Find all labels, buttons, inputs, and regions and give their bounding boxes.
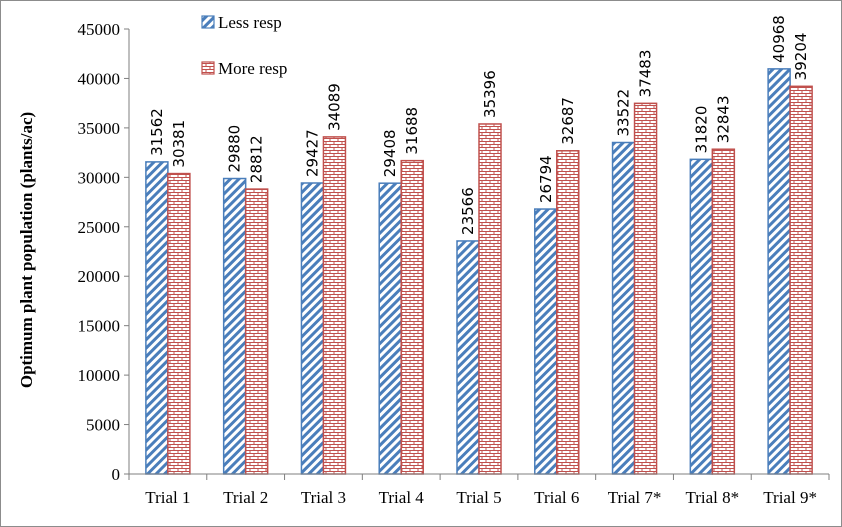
bar-less-resp <box>534 208 558 475</box>
legend-swatch <box>201 61 215 75</box>
bar-less-resp <box>300 182 325 475</box>
x-tick-label: Trial 9* <box>763 488 817 507</box>
bar-more-resp <box>478 123 502 475</box>
x-tick-label: Trial 1 <box>145 488 190 507</box>
y-tick-label: 15000 <box>78 317 121 336</box>
y-tick-label: 20000 <box>78 267 121 286</box>
bar-more-resp <box>322 136 347 475</box>
data-label: 29880 <box>226 125 244 173</box>
x-tick-label: Trial 2 <box>223 488 268 507</box>
bar-more-resp <box>167 172 191 475</box>
x-tick-label: Trial 4 <box>379 488 425 507</box>
bar-less-resp <box>767 68 791 475</box>
data-label: 39204 <box>792 33 810 81</box>
bar-more-resp <box>789 85 813 475</box>
y-tick-label: 10000 <box>78 366 121 385</box>
x-tick-label: Trial 5 <box>456 488 501 507</box>
bar-less-resp <box>611 141 636 475</box>
y-tick-label: 40000 <box>78 69 121 88</box>
bar-less-resp <box>378 182 402 475</box>
data-label: 28812 <box>248 135 266 183</box>
bar-less-resp <box>689 158 714 475</box>
plot-area: 0 5000 10000 15000 20000 25000 30000 35000 40000… <box>78 13 830 507</box>
data-label: 31820 <box>692 106 710 154</box>
bar-less-resp <box>456 240 480 475</box>
y-tick-label: 35000 <box>78 119 121 138</box>
data-label: 37483 <box>637 50 655 98</box>
y-tick-label: 0 <box>112 465 121 484</box>
y-axis-label: Optimum plant population (plants/ac) <box>17 112 36 388</box>
y-tick-label: 5000 <box>86 416 120 435</box>
legend-entry: Less resp <box>218 13 282 32</box>
bar-less-resp <box>222 177 247 475</box>
y-tick-label: 30000 <box>78 168 121 187</box>
data-label: 31688 <box>403 107 421 155</box>
data-label: 29427 <box>303 129 321 177</box>
y-tick-label: 25000 <box>78 218 121 237</box>
y-tick-label: 45000 <box>78 20 121 39</box>
data-label: 32843 <box>714 96 732 144</box>
data-label: 29408 <box>381 129 399 177</box>
x-tick-label: Trial 7* <box>608 488 662 507</box>
data-label: 31562 <box>148 108 166 156</box>
bar-more-resp <box>400 159 424 475</box>
data-label: 35396 <box>481 70 499 118</box>
data-label: 23566 <box>459 187 477 235</box>
bar-more-resp <box>633 102 658 475</box>
bar-less-resp <box>145 161 169 475</box>
bar-more-resp <box>244 188 269 475</box>
legend-entry: More resp <box>218 59 287 78</box>
x-tick-label: Trial 3 <box>301 488 346 507</box>
bar-more-resp <box>556 150 580 475</box>
data-label: 33522 <box>615 89 633 137</box>
data-label: 40968 <box>770 15 788 63</box>
data-label: 34089 <box>325 83 343 131</box>
x-tick-label: Trial 6 <box>534 488 579 507</box>
data-label: 26794 <box>537 155 555 203</box>
data-label: 30381 <box>170 120 188 168</box>
data-label: 32687 <box>559 97 577 145</box>
x-tick-label: Trial 8* <box>685 488 739 507</box>
legend-swatch <box>201 15 215 29</box>
bar-more-resp <box>711 148 736 475</box>
